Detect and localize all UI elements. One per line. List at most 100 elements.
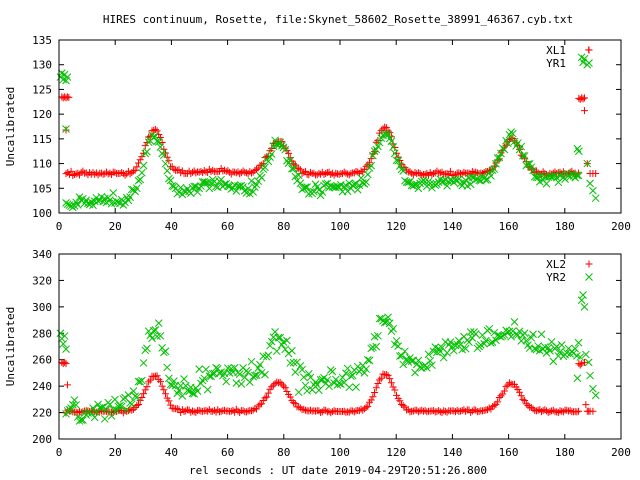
data-point xyxy=(416,363,424,372)
y-axis-label: Uncalibrated xyxy=(4,87,17,166)
data-point xyxy=(426,179,435,188)
data-point xyxy=(301,381,310,390)
data-point xyxy=(446,167,454,175)
data-point xyxy=(257,173,266,182)
data-point xyxy=(177,409,185,417)
series-XL1 xyxy=(58,46,600,180)
data-point xyxy=(180,407,188,415)
legend-marker xyxy=(585,260,593,268)
data-point xyxy=(379,370,387,378)
data-point xyxy=(153,137,161,146)
data-point xyxy=(69,171,77,179)
data-point xyxy=(374,380,382,388)
data-point xyxy=(443,408,451,416)
data-point xyxy=(375,314,384,323)
data-point xyxy=(589,384,597,393)
data-point xyxy=(363,356,372,364)
data-point xyxy=(306,168,314,176)
x-tick-label: 0 xyxy=(56,220,63,233)
data-point xyxy=(264,351,273,360)
y-tick-label: 260 xyxy=(32,354,52,367)
data-point xyxy=(236,408,244,416)
data-point xyxy=(485,404,493,412)
data-point xyxy=(362,365,370,373)
data-point xyxy=(163,363,172,372)
data-point xyxy=(436,347,445,356)
y-tick-label: 280 xyxy=(32,327,52,340)
data-point xyxy=(102,405,111,414)
data-point xyxy=(283,387,291,395)
data-point xyxy=(367,155,375,163)
data-point xyxy=(345,179,354,188)
data-point xyxy=(190,408,198,416)
data-point xyxy=(281,384,289,392)
data-point xyxy=(487,339,495,347)
data-point xyxy=(276,333,285,342)
data-point xyxy=(458,407,466,415)
data-point xyxy=(306,406,314,414)
data-point xyxy=(397,351,406,360)
x-tick-label: 120 xyxy=(386,220,406,233)
data-point xyxy=(63,381,71,389)
data-point xyxy=(546,346,554,355)
data-point xyxy=(369,151,377,160)
x-tick-label: 100 xyxy=(330,446,350,459)
data-point xyxy=(163,166,172,175)
data-point xyxy=(559,408,567,416)
data-point xyxy=(62,170,70,178)
data-point xyxy=(261,394,269,402)
series-YR2 xyxy=(56,291,600,425)
data-point xyxy=(109,409,117,417)
data-point xyxy=(347,372,355,381)
data-point xyxy=(197,182,205,190)
data-point xyxy=(264,389,272,397)
data-point xyxy=(143,383,151,391)
data-point xyxy=(274,333,283,342)
data-point xyxy=(222,167,230,175)
data-point xyxy=(493,154,502,162)
data-point xyxy=(175,166,183,174)
data-point xyxy=(129,405,137,413)
data-point xyxy=(195,365,204,374)
data-point xyxy=(372,342,381,351)
data-point xyxy=(264,157,273,166)
data-point xyxy=(161,390,169,398)
data-point xyxy=(300,405,308,413)
data-point xyxy=(70,170,78,178)
data-point xyxy=(74,169,82,177)
data-point xyxy=(141,386,149,394)
data-point xyxy=(154,319,163,327)
data-point xyxy=(165,397,173,405)
data-point xyxy=(338,373,347,382)
data-point xyxy=(421,170,429,178)
data-point xyxy=(376,376,384,384)
data-point xyxy=(148,334,156,343)
data-point xyxy=(342,181,350,190)
data-point xyxy=(165,374,173,383)
data-point xyxy=(387,327,396,336)
data-point xyxy=(369,393,377,401)
data-point xyxy=(182,407,190,415)
data-point xyxy=(89,201,97,210)
data-point xyxy=(232,405,240,413)
data-point xyxy=(303,183,311,191)
data-point xyxy=(575,407,583,415)
data-point xyxy=(362,403,370,411)
data-point xyxy=(389,143,397,151)
legend-label: YR2 xyxy=(546,271,566,284)
data-point xyxy=(266,341,274,350)
data-point xyxy=(529,166,537,175)
data-point xyxy=(577,296,586,305)
data-point xyxy=(381,123,389,131)
y-tick-label: 320 xyxy=(32,274,52,287)
y-tick-label: 110 xyxy=(32,158,52,171)
data-point xyxy=(224,364,232,372)
data-point xyxy=(549,406,557,414)
y-tick-label: 115 xyxy=(32,133,52,146)
data-point xyxy=(384,313,392,322)
data-point xyxy=(170,377,178,386)
data-point xyxy=(534,342,542,350)
x-axis-label: rel seconds : UT date 2019-04-29T20:51:2… xyxy=(189,464,487,477)
data-point xyxy=(296,362,305,370)
data-point xyxy=(166,176,175,185)
